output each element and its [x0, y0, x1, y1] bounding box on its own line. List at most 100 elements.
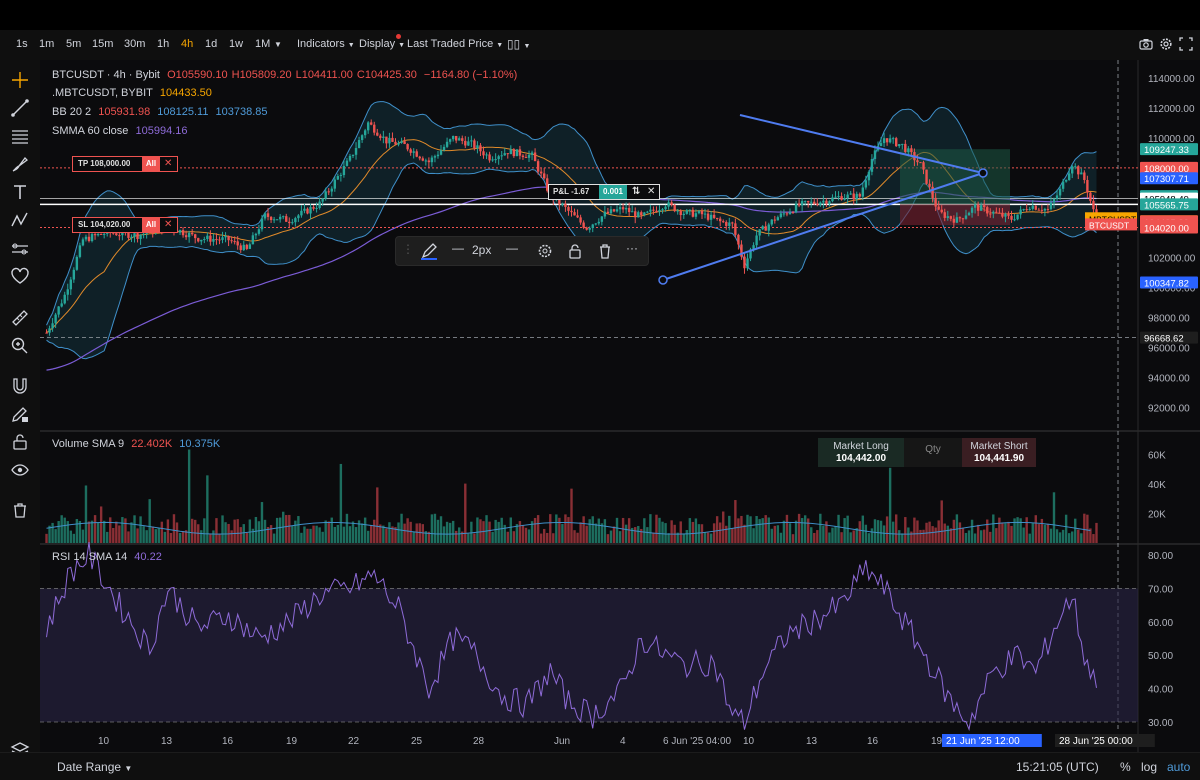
interval-1h[interactable]: 1h — [157, 38, 170, 50]
position-pnl-tag[interactable]: P&L -1.67 0.001 ⇅ ✕ — [548, 184, 660, 200]
close-position-icon[interactable]: ✕ — [647, 186, 656, 197]
ruler-icon[interactable] — [10, 308, 30, 328]
interval-5m[interactable]: 5m — [66, 38, 82, 50]
percent-scale-toggle[interactable]: % — [1120, 760, 1131, 774]
volume-bar — [873, 519, 877, 543]
forecast-tool-icon[interactable] — [10, 238, 30, 258]
volume-tick-label: 40K — [1148, 480, 1166, 491]
candle-body — [309, 207, 312, 214]
volume-bar — [861, 515, 865, 543]
volume-bar — [391, 526, 394, 543]
candle-body — [485, 154, 488, 156]
trash-icon[interactable] — [10, 500, 30, 520]
drawing-lock-icon[interactable] — [568, 243, 582, 259]
price-source-button[interactable]: Last Traded Price ▼ — [407, 38, 504, 50]
candle-body — [360, 135, 364, 141]
stop-loss-order-tag[interactable]: SL 104,020.00 All ✕ — [72, 217, 178, 233]
candle-body — [898, 144, 901, 147]
volume-bar — [779, 532, 783, 543]
drag-handle-icon[interactable]: ⋮ — [402, 242, 414, 256]
line-width-value[interactable]: 2px — [472, 243, 492, 257]
volume-bar — [1040, 518, 1044, 543]
more-options-icon[interactable]: ··· — [626, 241, 638, 255]
candle-body — [194, 234, 197, 239]
volume-bar — [612, 526, 616, 543]
interval-1M[interactable]: 1M — [255, 38, 271, 50]
candle-body — [1064, 180, 1068, 182]
chart-type-candles-icon[interactable]: ▯▯ ▼ — [507, 37, 531, 51]
brush-icon[interactable] — [10, 154, 30, 174]
volume-bar — [995, 528, 998, 543]
date-range-button[interactable]: Date Range ▼ — [57, 760, 133, 774]
indicators-button[interactable]: Indicators ▼ — [297, 38, 355, 50]
horizontal-lines-icon[interactable] — [10, 126, 30, 146]
candle-body — [187, 232, 191, 238]
line-style-icon[interactable]: — — [506, 241, 518, 255]
sl-all-button[interactable]: All — [142, 218, 160, 232]
settings-gear-icon[interactable] — [1159, 37, 1173, 51]
volume-bar — [51, 522, 54, 543]
magnet-icon[interactable] — [10, 376, 30, 396]
camera-icon[interactable] — [1139, 37, 1153, 51]
display-button[interactable]: Display ▼ — [359, 38, 406, 50]
volume-bar — [230, 530, 233, 543]
candle-body — [251, 235, 255, 245]
volume-bar — [291, 525, 294, 543]
candle-body — [737, 234, 740, 245]
interval-1w[interactable]: 1w — [229, 38, 244, 50]
candle-body — [297, 215, 300, 219]
tp-all-button[interactable]: All — [142, 157, 160, 171]
volume-bar — [594, 523, 597, 543]
fullscreen-icon[interactable] — [1179, 37, 1193, 51]
log-scale-toggle[interactable]: log — [1141, 760, 1158, 774]
drawing-settings-icon[interactable] — [537, 243, 553, 259]
interval-15m[interactable]: 15m — [92, 38, 114, 50]
volume-bar — [521, 524, 525, 543]
crosshair-icon[interactable] — [10, 70, 30, 90]
favorites-heart-icon[interactable] — [10, 266, 30, 286]
auto-scale-toggle[interactable]: auto — [1167, 760, 1191, 774]
interval-4h[interactable]: 4h — [181, 38, 194, 50]
sl-close-icon[interactable]: ✕ — [164, 219, 173, 230]
bb-upper-value: 108125.11 — [157, 106, 209, 118]
interval-30m[interactable]: 30m — [124, 38, 146, 50]
candle-body — [961, 218, 965, 220]
candle-body — [442, 146, 446, 151]
qty-input[interactable]: Qty — [904, 438, 962, 467]
volume-bar — [260, 502, 264, 543]
volume-bar — [327, 521, 330, 543]
volume-bar — [585, 525, 588, 543]
unlock-icon[interactable] — [10, 432, 30, 452]
volume-bar — [901, 533, 904, 543]
candle-body — [48, 328, 51, 333]
tp-close-icon[interactable]: ✕ — [164, 158, 173, 169]
interval-1d[interactable]: 1d — [205, 38, 218, 50]
interval-1m[interactable]: 1m — [39, 38, 55, 50]
lock-drawing-icon[interactable] — [10, 404, 30, 424]
line-color-pencil-icon[interactable] — [420, 242, 438, 260]
volume-bar — [998, 517, 1001, 543]
candle-body — [394, 141, 397, 145]
market-long-button[interactable]: Market Long 104,442.00 — [818, 438, 904, 467]
text-tool-icon[interactable] — [10, 182, 30, 202]
trend-line-icon[interactable] — [10, 98, 30, 118]
candle-body — [694, 213, 698, 217]
zoom-in-icon[interactable] — [10, 336, 30, 356]
interval-dropdown-icon[interactable]: ▼ — [274, 40, 282, 49]
interval-1s[interactable]: 1s — [16, 38, 28, 50]
volume-bar — [430, 514, 434, 543]
line-width-icon[interactable]: — — [452, 241, 464, 255]
chart-canvas[interactable]: 114000.00 112000.00 110000.00 108000.00 10 60… — [40, 60, 1200, 752]
utc-clock[interactable]: 15:21:05 (UTC) — [1016, 760, 1099, 774]
candle-body — [285, 216, 288, 222]
take-profit-order-tag[interactable]: TP 108,000.00 All ✕ — [72, 156, 178, 172]
reverse-position-icon[interactable]: ⇅ — [632, 186, 641, 197]
pattern-tool-icon[interactable] — [10, 210, 30, 230]
market-short-button[interactable]: Market Short 104,441.90 — [962, 438, 1036, 467]
eye-icon[interactable] — [10, 460, 30, 480]
volume-bar — [810, 527, 813, 543]
volume-bar — [895, 514, 898, 543]
candle-body — [461, 138, 464, 141]
candle-body — [342, 165, 346, 176]
drawing-delete-icon[interactable] — [598, 243, 612, 259]
